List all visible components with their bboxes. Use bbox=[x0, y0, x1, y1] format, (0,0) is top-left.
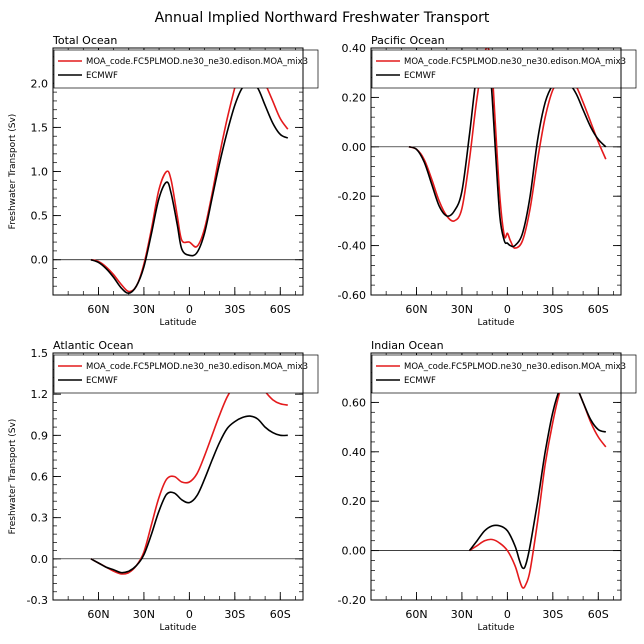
y-tick-label: 1.2 bbox=[31, 388, 49, 401]
panel-title-pacific-ocean: Pacific Ocean bbox=[371, 34, 445, 47]
series-line-ecmwf bbox=[468, 376, 607, 570]
figure-title: Annual Implied Northward Freshwater Tran… bbox=[155, 10, 490, 26]
panel-total-ocean: Total Ocean 60N 30N 0 30S 60S 0.0 0.5 1.0 1.5 2.0 L… bbox=[8, 34, 319, 328]
y-tick-label: -0.60 bbox=[338, 289, 366, 302]
x-tick-label: 30S bbox=[224, 608, 245, 621]
y-tick-label: -0.40 bbox=[338, 240, 366, 253]
x-axis-label: Latitude bbox=[159, 318, 197, 328]
x-tick-label: 0 bbox=[186, 303, 193, 316]
x-tick-label: 30N bbox=[451, 608, 473, 621]
series-line-moa-code-fc5plmod-ne30-ne30-edison-moa-mix3 bbox=[90, 374, 288, 575]
y-tick-label: 0.60 bbox=[342, 396, 367, 409]
series-line-ecmwf bbox=[90, 81, 289, 295]
x-tick-label: 30N bbox=[133, 608, 155, 621]
panel-title-atlantic-ocean: Atlantic Ocean bbox=[53, 339, 134, 352]
legend-box bbox=[371, 49, 637, 89]
x-tick-label: 60S bbox=[270, 303, 291, 316]
legend-total-ocean: MOA_code.FC5PLMOD.ne30_ne30.edison.MOA_m… bbox=[53, 49, 319, 89]
legend-label: ECMWF bbox=[404, 376, 436, 386]
x-axis-label: Latitude bbox=[159, 623, 197, 633]
legend-atlantic-ocean: MOA_code.FC5PLMOD.ne30_ne30.edison.MOA_m… bbox=[53, 354, 319, 394]
y-tick-label: 2.0 bbox=[31, 77, 49, 90]
x-tick-label: 0 bbox=[504, 303, 511, 316]
x-axis-label: Latitude bbox=[477, 623, 515, 633]
series-group bbox=[90, 53, 289, 295]
x-tick-label: 30N bbox=[133, 303, 155, 316]
y-tick-label: 0.0 bbox=[31, 254, 49, 267]
panel-indian-ocean: Indian Ocean 60N 30N 0 30S 60S -0.20 0.00 0.20 0.… bbox=[338, 339, 637, 633]
x-tick-label: 0 bbox=[186, 608, 193, 621]
y-tick-label: 0.00 bbox=[342, 545, 367, 558]
y-tick-label: -0.20 bbox=[338, 594, 366, 607]
legend-label: MOA_code.FC5PLMOD.ne30_ne30.edison.MOA_m… bbox=[86, 57, 308, 67]
plot-frame bbox=[52, 47, 304, 296]
legend-indian-ocean: MOA_code.FC5PLMOD.ne30_ne30.edison.MOA_m… bbox=[371, 354, 637, 394]
x-tick-label: 60S bbox=[588, 608, 609, 621]
legend-label: MOA_code.FC5PLMOD.ne30_ne30.edison.MOA_m… bbox=[404, 362, 626, 372]
legend-box bbox=[53, 354, 319, 394]
series-group bbox=[90, 374, 288, 575]
legend-box bbox=[53, 49, 319, 89]
legend-box bbox=[371, 354, 637, 394]
legend-label: ECMWF bbox=[404, 71, 436, 81]
y-axis-label: Freshwater Transport (Sv) bbox=[8, 114, 18, 230]
legend-label: ECMWF bbox=[86, 376, 118, 386]
legend-label: ECMWF bbox=[86, 71, 118, 81]
y-axis-label: Freshwater Transport (Sv) bbox=[8, 419, 18, 535]
chart-panels: Total Ocean 60N 30N 0 30S 60S 0.0 0.5 1.0 1.5 2.0 L… bbox=[8, 34, 637, 633]
y-tick-label: 0.40 bbox=[342, 446, 367, 459]
y-tick-label: 0.20 bbox=[342, 91, 367, 104]
panel-atlantic-ocean: Atlantic Ocean 60N 30N 0 30S 60S -0.3 0.0 0.3 0.6… bbox=[8, 339, 319, 633]
legend-label: MOA_code.FC5PLMOD.ne30_ne30.edison.MOA_m… bbox=[86, 362, 308, 372]
legend-pacific-ocean: MOA_code.FC5PLMOD.ne30_ne30.edison.MOA_m… bbox=[371, 49, 637, 89]
x-axis-label: Latitude bbox=[477, 318, 515, 328]
y-tick-label: 1.0 bbox=[31, 166, 49, 179]
y-tick-label: 0.9 bbox=[31, 429, 49, 442]
series-line-ecmwf bbox=[90, 415, 288, 574]
x-tick-label: 60S bbox=[270, 608, 291, 621]
y-tick-label: 1.5 bbox=[31, 347, 49, 360]
y-tick-label: -0.20 bbox=[338, 190, 366, 203]
x-tick-label: 60N bbox=[405, 303, 427, 316]
plot-frame bbox=[370, 352, 622, 601]
y-tick-label: 0.0 bbox=[31, 553, 49, 566]
y-tick-label: 1.5 bbox=[31, 121, 49, 134]
y-tick-label: 0.5 bbox=[31, 210, 49, 223]
x-tick-label: 30S bbox=[542, 608, 563, 621]
y-tick-label: 0.00 bbox=[342, 141, 367, 154]
x-tick-label: 30S bbox=[542, 303, 563, 316]
y-tick-label: 0.6 bbox=[31, 471, 49, 484]
panel-pacific-ocean: Pacific Ocean 60N 30N 0 30S 60S -0.60 -0.40 -0.2… bbox=[338, 34, 637, 328]
y-tick-label: 0.3 bbox=[31, 512, 49, 525]
y-tick-label: 0.40 bbox=[342, 42, 367, 55]
plot-frame bbox=[52, 352, 304, 601]
series-group bbox=[468, 374, 607, 589]
x-tick-label: 60N bbox=[87, 608, 109, 621]
legend-label: MOA_code.FC5PLMOD.ne30_ne30.edison.MOA_m… bbox=[404, 57, 626, 67]
y-tick-label: -0.3 bbox=[27, 594, 48, 607]
panel-title-indian-ocean: Indian Ocean bbox=[371, 339, 444, 352]
x-tick-label: 60N bbox=[87, 303, 109, 316]
y-tick-label: 0.20 bbox=[342, 495, 367, 508]
x-tick-label: 30N bbox=[451, 303, 473, 316]
x-tick-label: 60N bbox=[405, 608, 427, 621]
panel-title-total-ocean: Total Ocean bbox=[52, 34, 117, 47]
x-tick-label: 0 bbox=[504, 608, 511, 621]
x-tick-label: 60S bbox=[588, 303, 609, 316]
plot-frame bbox=[370, 47, 622, 296]
x-tick-label: 30S bbox=[224, 303, 245, 316]
